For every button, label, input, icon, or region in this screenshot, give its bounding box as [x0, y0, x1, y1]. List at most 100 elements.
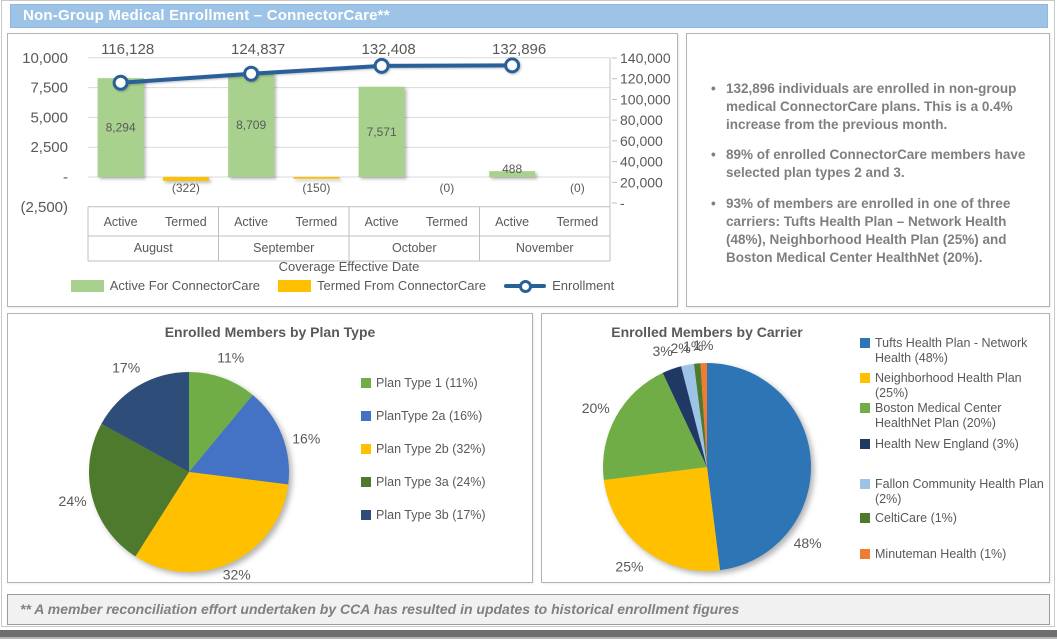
- pie-percent-label: 17%: [112, 359, 140, 375]
- plan-type-pie-legend: Plan Type 1 (11%) PlanType 2a (16%) Plan T…: [361, 376, 526, 523]
- pie-percent-label: 32%: [223, 566, 251, 582]
- active-bar: [358, 86, 405, 177]
- enrollment-value-label: 132,408: [362, 41, 416, 58]
- enrollment-value-label: 132,896: [492, 41, 546, 58]
- left-axis-tick-label: 5,000: [30, 109, 68, 126]
- pie-slice: [662, 366, 707, 467]
- legend-swatch-icon: [70, 279, 104, 292]
- pie-legend-label: Plan Type 1 (11%): [376, 376, 478, 390]
- pie-percent-label: 20%: [582, 400, 610, 416]
- pie-legend-label: CeltiCare (1%): [875, 511, 957, 525]
- insight-bullet: 132,896 individuals are enrolled in non-…: [709, 80, 1029, 133]
- pie-percent-label: 3%: [652, 343, 672, 359]
- pie-slice: [101, 372, 189, 472]
- pie-legend-label: Fallon Community Health Plan (2%): [875, 477, 1044, 506]
- pie-legend-label: Plan Type 2b (32%): [376, 442, 486, 456]
- left-axis-tick-label: 2,500: [30, 139, 68, 156]
- pie-legend-item: CeltiCare (1%): [860, 511, 1046, 526]
- sub-category-label: Termed: [426, 215, 468, 229]
- pie-percent-label: 48%: [794, 535, 822, 551]
- pie-slice: [707, 363, 812, 571]
- slide-border: [1, 0, 1055, 627]
- carrier-pie-title: Enrolled Members by Carrier: [611, 324, 803, 340]
- month-label: November: [516, 241, 574, 255]
- sub-category-label: Active: [365, 215, 399, 229]
- insight-bullet: 93% of members are enrolled in one of th…: [709, 195, 1029, 266]
- pie-legend-label: Health New England (3%): [875, 437, 1019, 451]
- pie-legend-item: Plan Type 3a (24%): [361, 475, 526, 490]
- legend-swatch-icon: [860, 338, 870, 348]
- carrier-pie-legend: Tufts Health Plan - Network Health (48%)…: [860, 336, 1046, 562]
- legend-label: Active For ConnectorCare: [109, 278, 261, 293]
- sub-category-label: Active: [495, 215, 529, 229]
- insights-panel: 132,896 individuals are enrolled in non-…: [686, 33, 1050, 307]
- plan-type-pie-title: Enrolled Members by Plan Type: [164, 324, 376, 340]
- right-axis-tick-label: 100,000: [620, 91, 671, 107]
- active-bar: [97, 78, 144, 177]
- legend-swatch-icon: [361, 477, 371, 487]
- pie-legend-label: Boston Medical Center HealthNet Plan (20…: [875, 401, 1002, 430]
- legend-swatch-icon: [361, 411, 371, 421]
- legend-swatch-icon: [860, 439, 870, 449]
- legend-swatch-icon: [860, 479, 870, 489]
- termed-bar-value-label: (0): [440, 181, 455, 195]
- insight-bullet-list: 132,896 individuals are enrolled in non-…: [709, 80, 1029, 266]
- legend-swatch-icon: [860, 513, 870, 523]
- legend-swatch-icon: [860, 373, 870, 383]
- month-label: September: [253, 241, 314, 255]
- sub-category-label: Termed: [296, 215, 338, 229]
- right-axis-tick-label: 80,000: [620, 112, 663, 128]
- pie-percent-label: 1%: [693, 337, 713, 353]
- pie-slice: [603, 467, 721, 571]
- pie-legend-item: Minuteman Health (1%): [860, 547, 1046, 562]
- pie-slice: [135, 472, 289, 572]
- legend-swatch-icon: [361, 510, 371, 520]
- right-axis-tick-label: 40,000: [620, 154, 663, 170]
- pie-slice: [693, 363, 707, 467]
- right-axis-tick-label: 120,000: [620, 71, 671, 87]
- pie-legend-item: PlanType 2a (16%): [361, 409, 526, 424]
- right-axis-tick-label: 140,000: [620, 50, 671, 66]
- plan-type-pie-panel: Enrolled Members by Plan Type 11% 16% 32% 2…: [7, 313, 533, 583]
- active-bar-value-label: 488: [502, 162, 522, 176]
- pie-legend-label: Plan Type 3b (17%): [376, 508, 486, 522]
- enrollment-value-label: 124,837: [231, 41, 285, 58]
- active-bar-value-label: 8,709: [236, 118, 266, 132]
- pie-percent-label: 1%: [683, 338, 703, 354]
- right-axis-tick-label: 20,000: [620, 174, 663, 190]
- left-axis-tick-label: 10,000: [22, 50, 68, 67]
- pie-legend-label: PlanType 2a (16%): [376, 409, 483, 423]
- termed-bar: [162, 177, 209, 181]
- pie-legend-label: Neighborhood Health Plan (25%): [875, 371, 1022, 400]
- enrollment-line-marker: [373, 57, 390, 74]
- sub-category-label: Active: [234, 215, 268, 229]
- x-axis-title: Coverage Effective Date: [279, 259, 420, 274]
- sub-category-label: Active: [104, 215, 138, 229]
- pie-percent-label: 24%: [59, 493, 87, 509]
- pie-legend-item: Fallon Community Health Plan (2%): [860, 477, 1046, 507]
- pie-legend-label: Tufts Health Plan - Network Health (48%): [875, 336, 1028, 365]
- left-axis-tick-label: -: [63, 169, 68, 186]
- pie-legend-item: Plan Type 3b (17%): [361, 508, 526, 523]
- pie-legend-item: Health New England (3%): [860, 437, 1046, 452]
- window-bottom-edge: [0, 630, 1057, 639]
- termed-bar-value-label: (0): [570, 181, 585, 195]
- legend-item-termed: Termed From ConnectorCare: [278, 278, 486, 293]
- enrollment-line-marker: [112, 74, 129, 91]
- pie-legend-label: Plan Type 3a (24%): [376, 475, 486, 489]
- legend-swatch-icon: [361, 378, 371, 388]
- sub-category-label: Termed: [557, 215, 599, 229]
- pie-legend-item: Tufts Health Plan - Network Health (48%): [860, 336, 1046, 366]
- sub-category-label: Termed: [165, 215, 207, 229]
- enrollment-value-label: 116,128: [101, 41, 154, 58]
- legend-item-active: Active For ConnectorCare: [70, 278, 261, 293]
- pie-slice: [88, 423, 189, 557]
- pie-legend-item: Plan Type 1 (11%): [361, 376, 526, 391]
- pie-percent-label: 25%: [615, 558, 643, 574]
- pie-percent-label: 2%: [670, 340, 690, 356]
- right-axis-tick-label: -: [620, 195, 625, 211]
- right-axis-tick-label: 60,000: [620, 133, 663, 149]
- active-bar: [228, 73, 275, 177]
- pie-legend-label: Minuteman Health (1%): [875, 547, 1007, 561]
- pie-percent-label: 16%: [292, 430, 320, 446]
